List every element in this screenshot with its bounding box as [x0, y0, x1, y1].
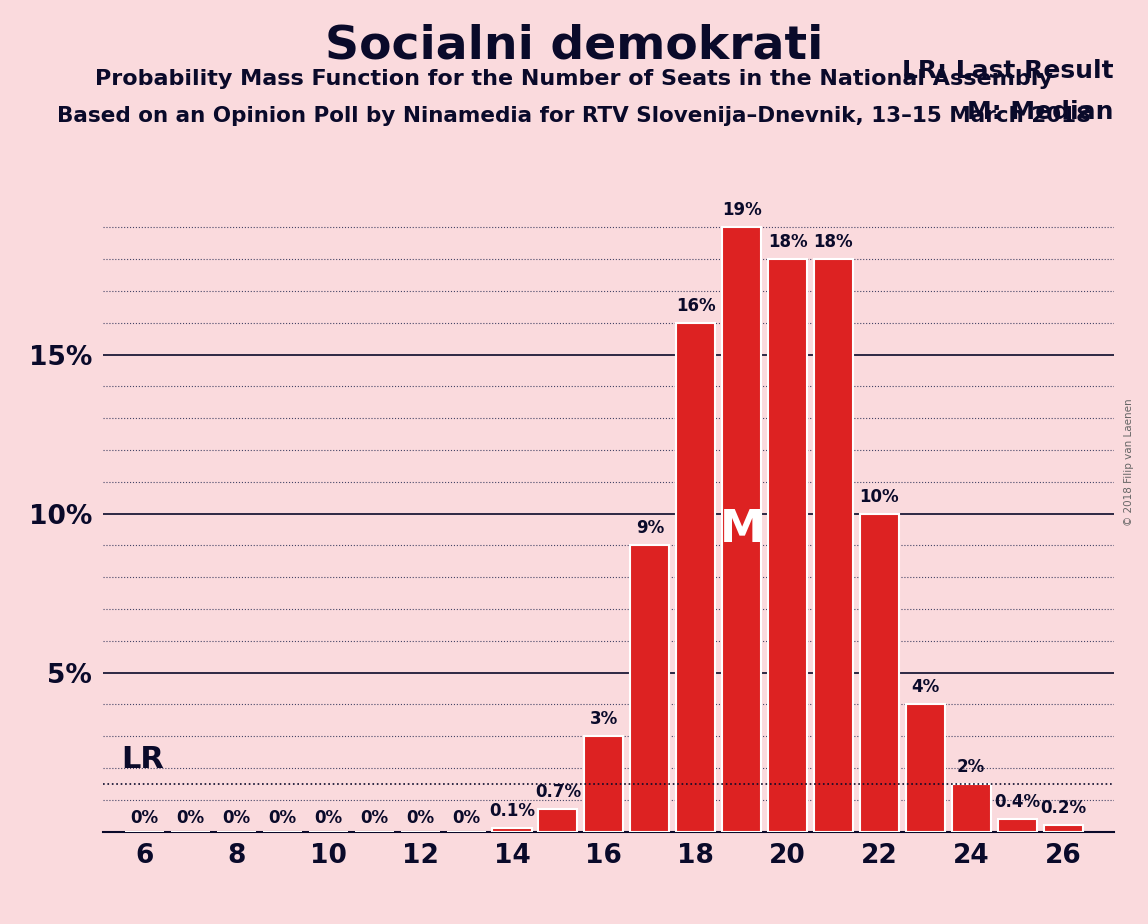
- Text: Socialni demokrati: Socialni demokrati: [325, 23, 823, 68]
- Text: 0%: 0%: [269, 808, 296, 827]
- Bar: [814, 259, 853, 832]
- Text: 0%: 0%: [223, 808, 250, 827]
- Text: Based on an Opinion Poll by Ninamedia for RTV Slovenija–Dnevnik, 13–15 March 201: Based on an Opinion Poll by Ninamedia fo…: [57, 106, 1091, 127]
- Bar: [722, 227, 761, 832]
- Bar: [906, 704, 945, 832]
- Text: 0.1%: 0.1%: [489, 802, 535, 821]
- Bar: [584, 736, 623, 832]
- Text: 9%: 9%: [636, 519, 664, 538]
- Bar: [768, 259, 807, 832]
- Text: 0%: 0%: [452, 808, 480, 827]
- Bar: [492, 829, 532, 832]
- Text: LR: Last Result: LR: Last Result: [902, 59, 1114, 83]
- Text: 0.2%: 0.2%: [1040, 799, 1086, 818]
- Bar: [676, 322, 715, 832]
- Text: 0%: 0%: [177, 808, 204, 827]
- Text: M: Median: M: Median: [967, 100, 1114, 124]
- Text: 2%: 2%: [957, 758, 985, 776]
- Text: M: M: [720, 508, 763, 551]
- Text: © 2018 Filip van Laenen: © 2018 Filip van Laenen: [1124, 398, 1134, 526]
- Text: 18%: 18%: [814, 233, 853, 251]
- Bar: [1044, 825, 1083, 832]
- Text: 0.4%: 0.4%: [994, 793, 1040, 811]
- Text: 0%: 0%: [315, 808, 342, 827]
- Text: 0.7%: 0.7%: [535, 784, 581, 801]
- Text: 0%: 0%: [360, 808, 388, 827]
- Bar: [952, 784, 991, 832]
- Text: Probability Mass Function for the Number of Seats in the National Assembly: Probability Mass Function for the Number…: [95, 69, 1053, 90]
- Text: LR: LR: [122, 746, 164, 774]
- Text: 10%: 10%: [860, 488, 899, 505]
- Text: 3%: 3%: [590, 711, 618, 728]
- Bar: [860, 514, 899, 832]
- Bar: [998, 819, 1037, 832]
- Text: 4%: 4%: [912, 678, 939, 697]
- Text: 18%: 18%: [768, 233, 807, 251]
- Text: 0%: 0%: [131, 808, 158, 827]
- Text: 0%: 0%: [406, 808, 434, 827]
- Bar: [538, 809, 577, 832]
- Bar: [630, 545, 669, 832]
- Text: 19%: 19%: [722, 201, 761, 219]
- Text: 16%: 16%: [676, 297, 715, 315]
